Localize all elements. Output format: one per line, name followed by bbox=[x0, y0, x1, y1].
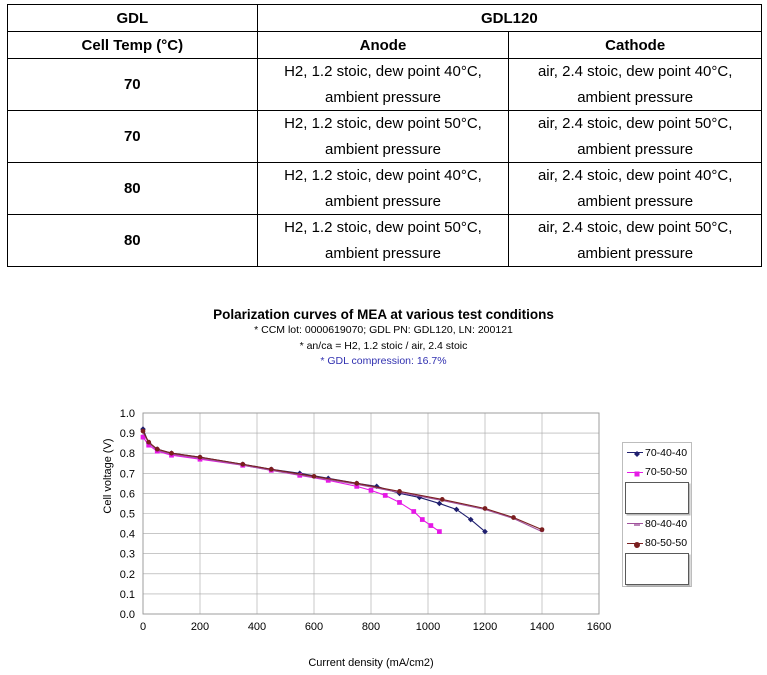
svg-text:600: 600 bbox=[305, 621, 323, 633]
svg-text:800: 800 bbox=[362, 621, 380, 633]
svg-text:0.9: 0.9 bbox=[120, 428, 135, 440]
svg-text:1.0: 1.0 bbox=[120, 408, 135, 420]
svg-text:0: 0 bbox=[140, 621, 146, 633]
svg-text:0.7: 0.7 bbox=[120, 468, 135, 480]
svg-text:0.6: 0.6 bbox=[120, 488, 135, 500]
svg-text:1400: 1400 bbox=[530, 621, 554, 633]
svg-text:1000: 1000 bbox=[416, 621, 440, 633]
svg-text:0.4: 0.4 bbox=[120, 529, 135, 541]
svg-text:0.2: 0.2 bbox=[120, 569, 135, 581]
svg-text:0.0: 0.0 bbox=[120, 609, 135, 621]
svg-text:0.3: 0.3 bbox=[120, 549, 135, 561]
svg-text:400: 400 bbox=[248, 621, 266, 633]
svg-text:1200: 1200 bbox=[473, 621, 497, 633]
svg-text:0.1: 0.1 bbox=[120, 589, 135, 601]
svg-text:0.8: 0.8 bbox=[120, 448, 135, 460]
svg-text:1600: 1600 bbox=[587, 621, 611, 633]
svg-text:200: 200 bbox=[191, 621, 209, 633]
svg-text:0.5: 0.5 bbox=[120, 509, 135, 521]
